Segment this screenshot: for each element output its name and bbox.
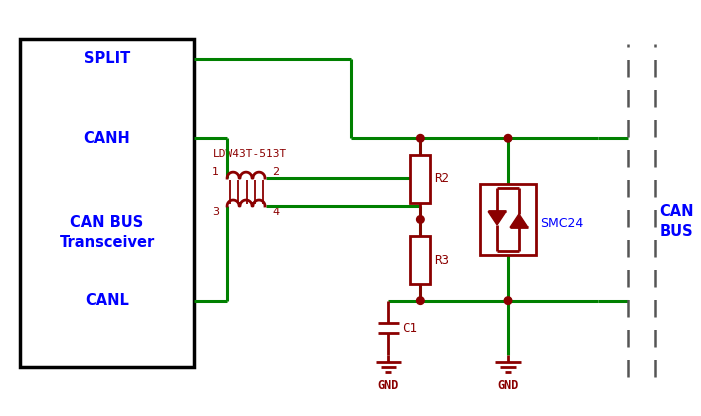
Text: CAN: CAN: [660, 204, 694, 219]
Circle shape: [416, 134, 424, 142]
Circle shape: [504, 134, 512, 142]
Text: LDW43T-513T: LDW43T-513T: [213, 149, 287, 159]
Polygon shape: [488, 211, 506, 225]
Text: R3: R3: [435, 253, 449, 267]
Text: SMC24: SMC24: [540, 217, 583, 230]
Text: BUS: BUS: [660, 224, 693, 239]
Text: 2: 2: [272, 167, 279, 177]
Bar: [410, 236, 430, 285]
Text: R2: R2: [435, 172, 449, 186]
Text: C1: C1: [402, 322, 417, 334]
Text: GND: GND: [378, 379, 399, 392]
Text: GND: GND: [497, 379, 519, 392]
Text: 3: 3: [212, 207, 219, 217]
Circle shape: [416, 215, 424, 223]
Bar: [20, 39, 194, 367]
Polygon shape: [510, 214, 528, 228]
Text: 1: 1: [212, 167, 219, 177]
Text: CAN BUS: CAN BUS: [71, 215, 144, 230]
Bar: [410, 154, 430, 203]
Circle shape: [416, 297, 424, 305]
Circle shape: [504, 297, 512, 305]
Text: Transceiver: Transceiver: [60, 235, 155, 250]
Text: CANL: CANL: [85, 293, 129, 308]
Text: SPLIT: SPLIT: [84, 51, 130, 66]
Text: CANH: CANH: [83, 131, 130, 146]
Bar: [480, 183, 536, 255]
Text: 4: 4: [272, 207, 279, 217]
